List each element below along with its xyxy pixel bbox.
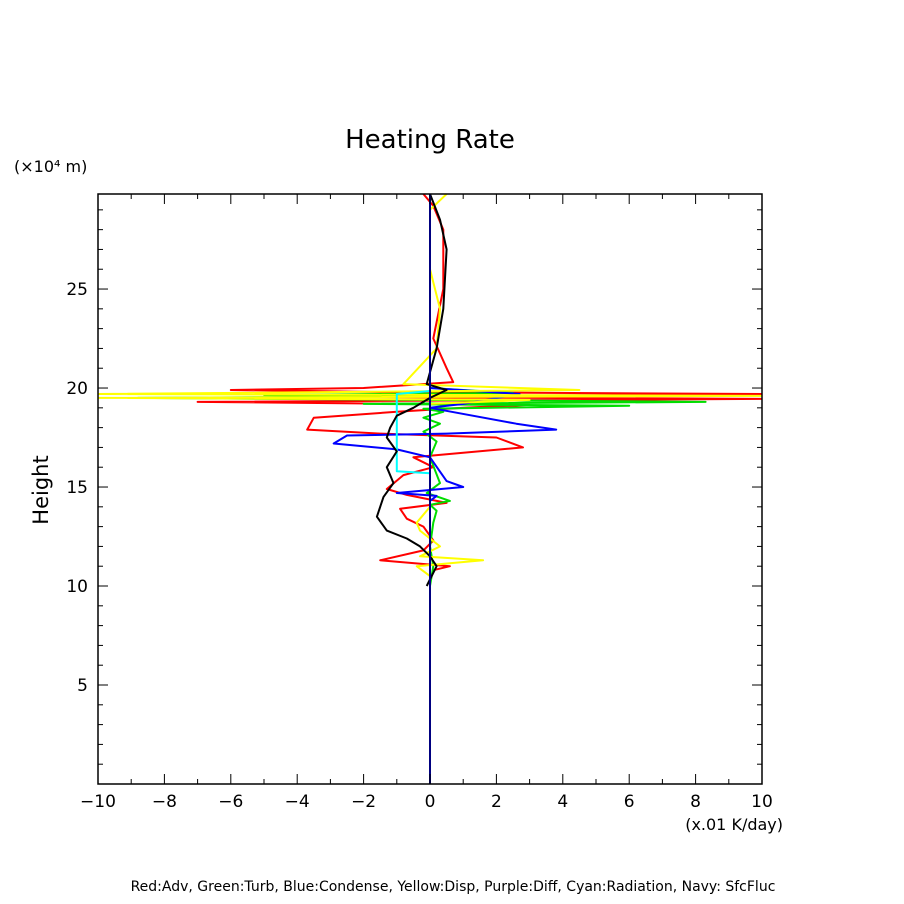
x-tick-label: 8 (690, 792, 701, 812)
x-tick-label: −10 (80, 792, 116, 812)
series-line-turb (136, 194, 707, 587)
plot-frame (97, 193, 763, 785)
series-line-disp (98, 194, 762, 626)
x-tick-label: −8 (152, 792, 177, 812)
x-tick-label: 10 (751, 792, 773, 812)
x-tick-label: −2 (351, 792, 376, 812)
x-tick-label: −4 (285, 792, 310, 812)
series-line-radiation (395, 390, 431, 475)
axis-layer: −10 −8 −6 −4 −2 0 2 4 6 8 10 5 10 15 20 25 (66, 194, 773, 812)
y-tick-label: 10 (66, 577, 88, 597)
x-axis-unit: (x.01 K/day) (685, 815, 783, 834)
y-axis-label: Height (29, 455, 53, 524)
series-legend: Red:Adv, Green:Turb, Blue:Condense, Yell… (131, 879, 776, 895)
x-tick-label: −6 (218, 792, 243, 812)
y-tick-label: 20 (66, 379, 88, 399)
x-tick-label: 6 (624, 792, 635, 812)
data-layer (98, 194, 762, 784)
y-axis-unit: (×10⁴ m) (14, 157, 87, 176)
x-tick-label: 4 (557, 792, 568, 812)
y-tick-label: 5 (77, 676, 88, 696)
y-tick-label: 15 (66, 478, 88, 498)
x-tick-label: 0 (425, 792, 436, 812)
x-tick-label: 2 (491, 792, 502, 812)
chart-title: Heating Rate (345, 125, 515, 155)
y-tick-label: 25 (66, 280, 88, 300)
series-line-black (375, 194, 448, 587)
